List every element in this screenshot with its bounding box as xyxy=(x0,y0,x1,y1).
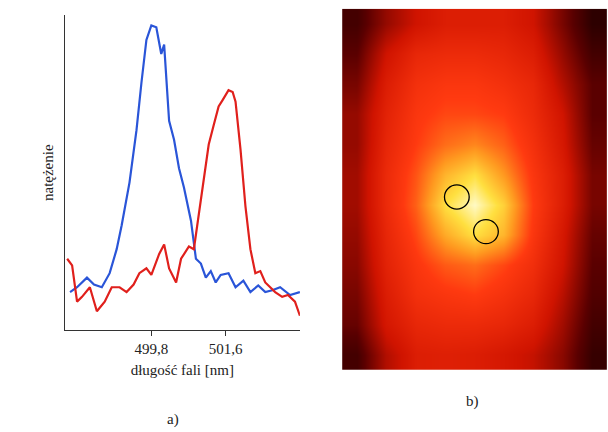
svg-text:b): b) xyxy=(466,393,479,410)
svg-text:długość fali [nm]: długość fali [nm] xyxy=(131,362,234,378)
svg-text:a): a) xyxy=(167,411,179,428)
svg-text:natężenie: natężenie xyxy=(40,144,56,201)
svg-text:501,6: 501,6 xyxy=(209,341,243,357)
svg-text:499,8: 499,8 xyxy=(134,341,168,357)
